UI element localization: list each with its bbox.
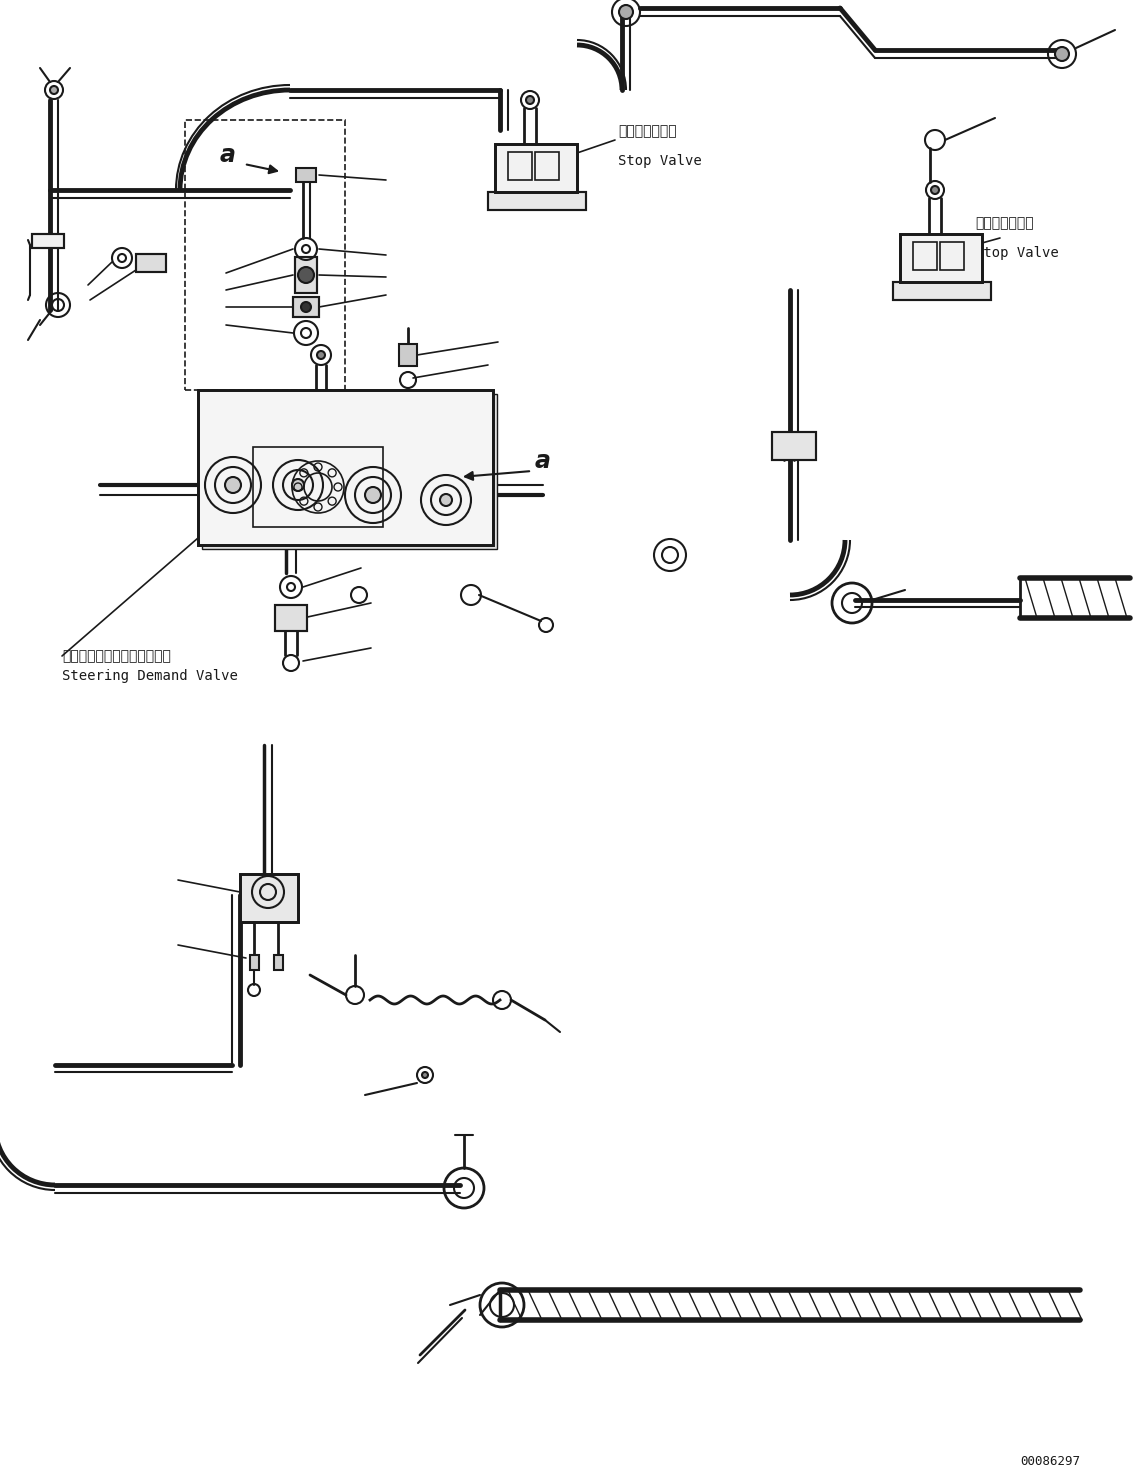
Bar <box>893 282 992 300</box>
Bar <box>488 192 586 210</box>
Bar <box>293 297 319 317</box>
Bar <box>32 234 64 248</box>
Bar <box>253 447 382 527</box>
Bar <box>893 282 992 300</box>
Bar <box>488 192 586 210</box>
Circle shape <box>1055 47 1069 61</box>
Bar <box>250 955 259 970</box>
Text: 00086297: 00086297 <box>1020 1455 1080 1469</box>
Bar <box>293 297 319 317</box>
Bar <box>32 234 64 248</box>
Bar <box>913 243 937 271</box>
Bar <box>535 152 559 180</box>
Bar <box>202 393 497 549</box>
Text: Stop Valve: Stop Valve <box>618 154 702 169</box>
Text: ステアリングデマンドバルブ: ステアリングデマンドバルブ <box>62 649 171 663</box>
Bar <box>185 120 345 390</box>
Bar <box>772 432 816 460</box>
Bar <box>295 257 317 293</box>
Circle shape <box>365 487 381 503</box>
Bar <box>275 605 307 632</box>
Bar <box>900 234 982 282</box>
Bar <box>136 254 166 272</box>
Circle shape <box>317 351 325 359</box>
Bar <box>274 955 283 970</box>
Circle shape <box>50 86 58 95</box>
Text: a: a <box>220 143 236 167</box>
Bar <box>398 345 417 365</box>
Circle shape <box>526 96 534 104</box>
Bar <box>295 257 317 293</box>
Bar <box>240 874 298 921</box>
Bar <box>495 143 577 192</box>
Circle shape <box>440 494 452 506</box>
Text: Steering Demand Valve: Steering Demand Valve <box>62 669 238 683</box>
Circle shape <box>423 1072 428 1078</box>
Bar <box>136 254 166 272</box>
Circle shape <box>298 268 314 282</box>
Circle shape <box>226 478 240 493</box>
Circle shape <box>301 302 311 312</box>
Bar <box>495 143 577 192</box>
Circle shape <box>931 186 939 194</box>
Text: ストップバルブ: ストップバルブ <box>976 216 1034 231</box>
Text: a: a <box>535 450 551 473</box>
Circle shape <box>292 479 305 491</box>
Bar <box>940 243 964 271</box>
Bar <box>900 234 982 282</box>
Circle shape <box>619 4 633 19</box>
Bar <box>297 169 316 182</box>
Bar <box>198 390 493 544</box>
Bar <box>240 874 298 921</box>
Bar <box>275 605 307 632</box>
Bar <box>772 432 816 460</box>
Text: ストップバルブ: ストップバルブ <box>618 124 677 138</box>
Bar <box>508 152 532 180</box>
Bar <box>198 390 493 544</box>
Text: Stop Valve: Stop Valve <box>976 246 1059 260</box>
